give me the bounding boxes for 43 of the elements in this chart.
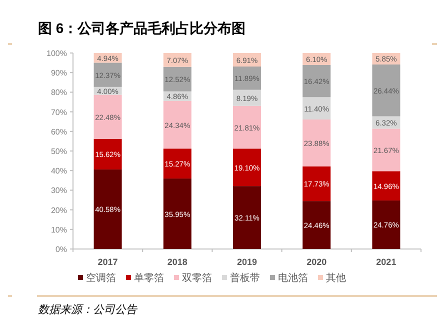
bar xyxy=(233,148,261,186)
legend-label: 电池箔 xyxy=(278,272,308,284)
source-note: 数据来源：公司公告 xyxy=(38,303,138,316)
bar xyxy=(163,178,192,249)
bar xyxy=(302,64,331,98)
x-tick-label: 2021 xyxy=(376,257,396,267)
bar xyxy=(372,200,400,249)
y-tick-label: 10% xyxy=(50,225,67,234)
y-tick-label: 20% xyxy=(50,206,67,215)
bar xyxy=(302,166,331,202)
legend-label: 双零箔 xyxy=(182,272,212,284)
x-tick-label: 2020 xyxy=(306,257,327,267)
y-tick-label: 30% xyxy=(50,186,67,196)
legend-label: 其他 xyxy=(326,272,346,284)
bar xyxy=(372,171,400,200)
y-tick-label: 70% xyxy=(50,108,67,117)
y-tick-label: 80% xyxy=(50,88,67,98)
y-tick-label: 40% xyxy=(50,166,67,176)
bar xyxy=(94,138,122,170)
legend-label: 空调箔 xyxy=(86,272,116,284)
bar xyxy=(302,201,331,249)
x-tick-label: 2017 xyxy=(98,257,118,267)
bar xyxy=(233,106,261,149)
bar xyxy=(94,169,122,249)
y-tick-label: 100% xyxy=(46,49,67,58)
bar xyxy=(233,186,261,249)
bar xyxy=(94,62,122,87)
bar xyxy=(163,100,192,149)
x-tick-label: 2019 xyxy=(236,257,258,267)
title: 图 6：公司各产品毛利占比分布图 xyxy=(38,20,246,36)
y-tick-label: 0% xyxy=(55,245,67,254)
bar xyxy=(302,97,331,120)
bar xyxy=(372,128,400,172)
legend-label: 单零箔 xyxy=(134,272,164,284)
bar xyxy=(372,64,400,116)
y-tick-label: 60% xyxy=(50,127,67,136)
bar xyxy=(94,94,122,139)
y-tick-label: 90% xyxy=(50,68,67,78)
x-tick-label: 2018 xyxy=(167,257,188,267)
legend-label: 普板带 xyxy=(230,272,260,284)
bar xyxy=(163,148,192,179)
bar xyxy=(302,120,331,166)
y-tick-label: 50% xyxy=(50,147,67,156)
